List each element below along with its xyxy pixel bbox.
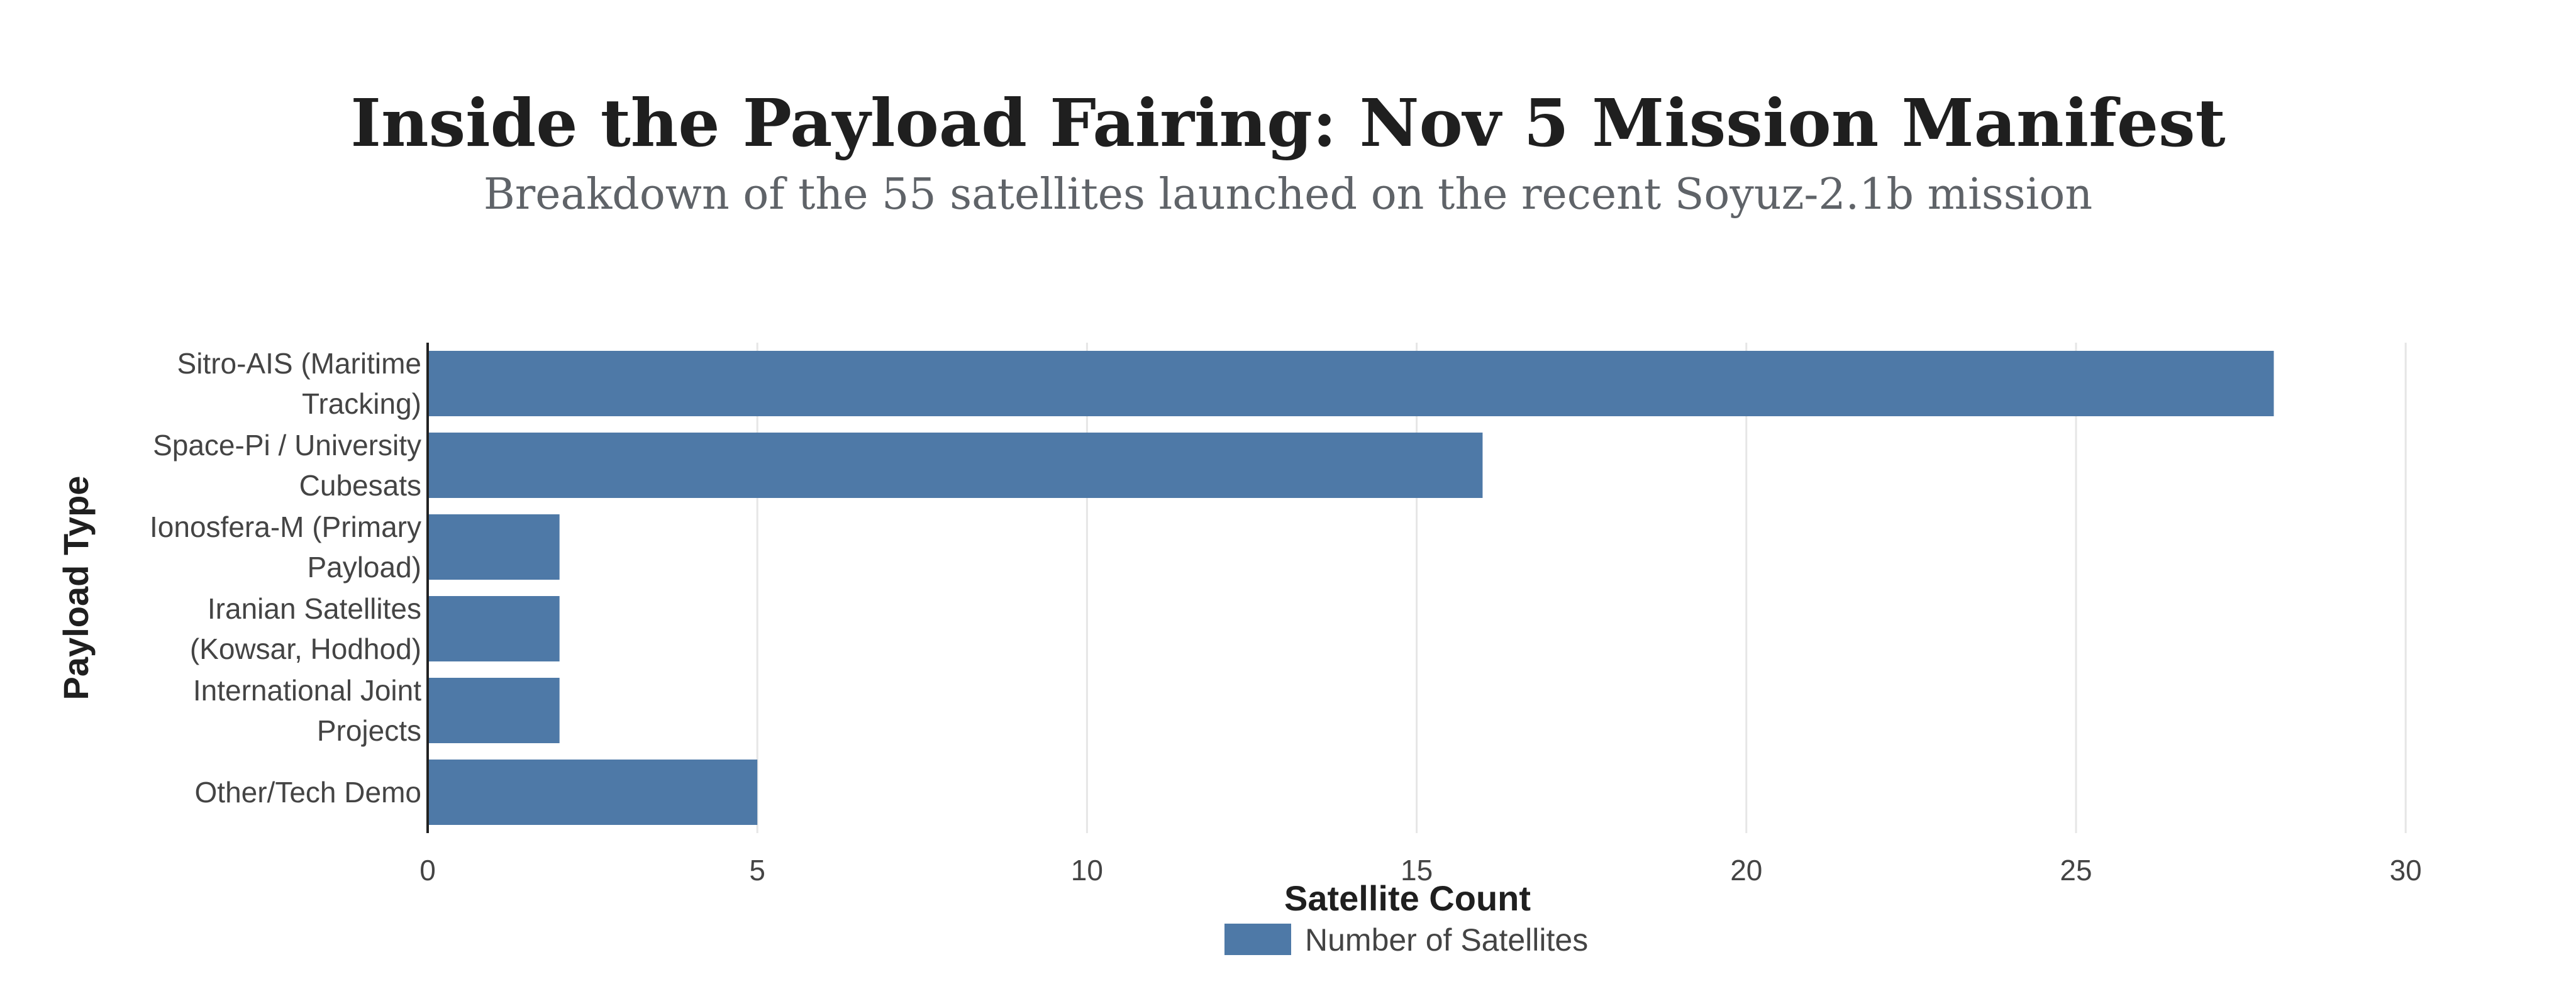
category-label: Ionosfera-M (Primary Payload) <box>150 511 421 583</box>
legend-swatch <box>1224 924 1291 955</box>
category-label: Other/Tech Demo <box>195 776 421 809</box>
x-tick-label: 20 <box>1730 854 1762 887</box>
category-label-line: Space-Pi / University <box>153 429 421 462</box>
x-tick-labels: 0 5 10 15 20 25 30 <box>419 854 2422 887</box>
category-label-line: (Kowsar, Hodhod) <box>190 633 421 665</box>
legend[interactable]: Number of Satellites <box>1224 922 1588 958</box>
category-label-line: Tracking) <box>302 387 421 420</box>
bar-1[interactable] <box>428 433 1483 498</box>
category-label: Iranian Satellites (Kowsar, Hodhod) <box>190 592 421 665</box>
category-label: Sitro-AIS (Maritime Tracking) <box>177 347 421 420</box>
category-label-line: Projects <box>317 714 421 747</box>
bars <box>428 351 2274 825</box>
category-label-line: Other/Tech Demo <box>195 776 421 809</box>
category-label-line: Ionosfera-M (Primary <box>150 511 421 543</box>
x-tick-label: 5 <box>749 854 765 887</box>
x-tick-label: 30 <box>2390 854 2422 887</box>
bar-5[interactable] <box>428 760 758 825</box>
category-label-line: Sitro-AIS (Maritime <box>177 347 421 380</box>
x-tick-label: 25 <box>2060 854 2092 887</box>
x-tick-label: 10 <box>1071 854 1103 887</box>
chart-subtitle: Breakdown of the 55 satellites launched … <box>484 170 2092 219</box>
category-label: International Joint Projects <box>193 674 421 747</box>
category-label-line: International Joint <box>193 674 421 707</box>
bar-0[interactable] <box>428 351 2274 416</box>
bar-3[interactable] <box>428 596 560 661</box>
bar-4[interactable] <box>428 678 560 743</box>
legend-label: Number of Satellites <box>1305 922 1588 958</box>
category-label-line: Payload) <box>307 551 421 583</box>
chart-title: Inside the Payload Fairing: Nov 5 Missio… <box>350 84 2225 162</box>
x-tick-label: 0 <box>419 854 436 887</box>
gridlines <box>756 343 2407 833</box>
category-label: Space-Pi / University Cubesats <box>153 429 421 502</box>
bar-2[interactable] <box>428 514 560 580</box>
category-labels: Sitro-AIS (Maritime Tracking) Space-Pi / U… <box>150 347 421 809</box>
category-label-line: Cubesats <box>299 469 421 502</box>
y-axis-title: Payload Type <box>56 476 96 700</box>
x-tick-label: 15 <box>1401 854 1433 887</box>
category-label-line: Iranian Satellites <box>208 592 421 625</box>
x-axis-title: Satellite Count <box>1284 878 1531 918</box>
